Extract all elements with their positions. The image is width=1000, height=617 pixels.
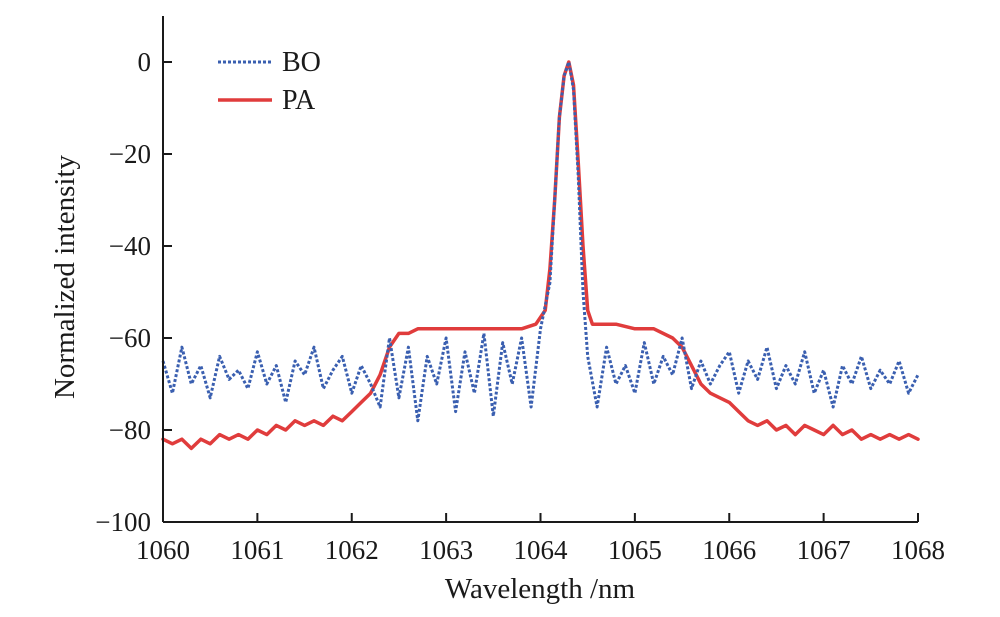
y-tick-label: −40 <box>109 231 151 261</box>
x-tick-label: 1068 <box>891 535 945 565</box>
x-tick-label: 1062 <box>325 535 379 565</box>
legend-label-pa: PA <box>282 85 316 116</box>
x-tick-label: 1066 <box>702 535 756 565</box>
y-tick-label: −60 <box>109 323 151 353</box>
ticks-layer: 1060 1061 1062 1063 1064 1065 1066 1067 1068 −100… <box>95 47 945 565</box>
x-tick-label: 1063 <box>419 535 473 565</box>
x-tick-label: 1060 <box>136 535 190 565</box>
y-tick-label: −20 <box>109 139 151 169</box>
series-line-pa <box>161 60 920 451</box>
x-axis-title: Wavelength /nm <box>445 573 636 605</box>
axes-layer <box>162 16 918 523</box>
x-tick-label: 1064 <box>514 535 569 565</box>
y-tick-label: −80 <box>109 415 151 445</box>
series-line-bo <box>161 60 920 423</box>
legend: BO PA <box>218 47 321 116</box>
x-tick-label: 1067 <box>797 535 851 565</box>
legend-label-bo: BO <box>282 47 321 78</box>
x-tick-label: 1065 <box>608 535 662 565</box>
y-tick-label: −100 <box>95 507 151 537</box>
y-axis-title: Normalized intensity <box>49 154 81 399</box>
y-tick-label: 0 <box>138 47 152 77</box>
series-layer <box>161 60 920 451</box>
x-tick-label: 1061 <box>230 535 284 565</box>
